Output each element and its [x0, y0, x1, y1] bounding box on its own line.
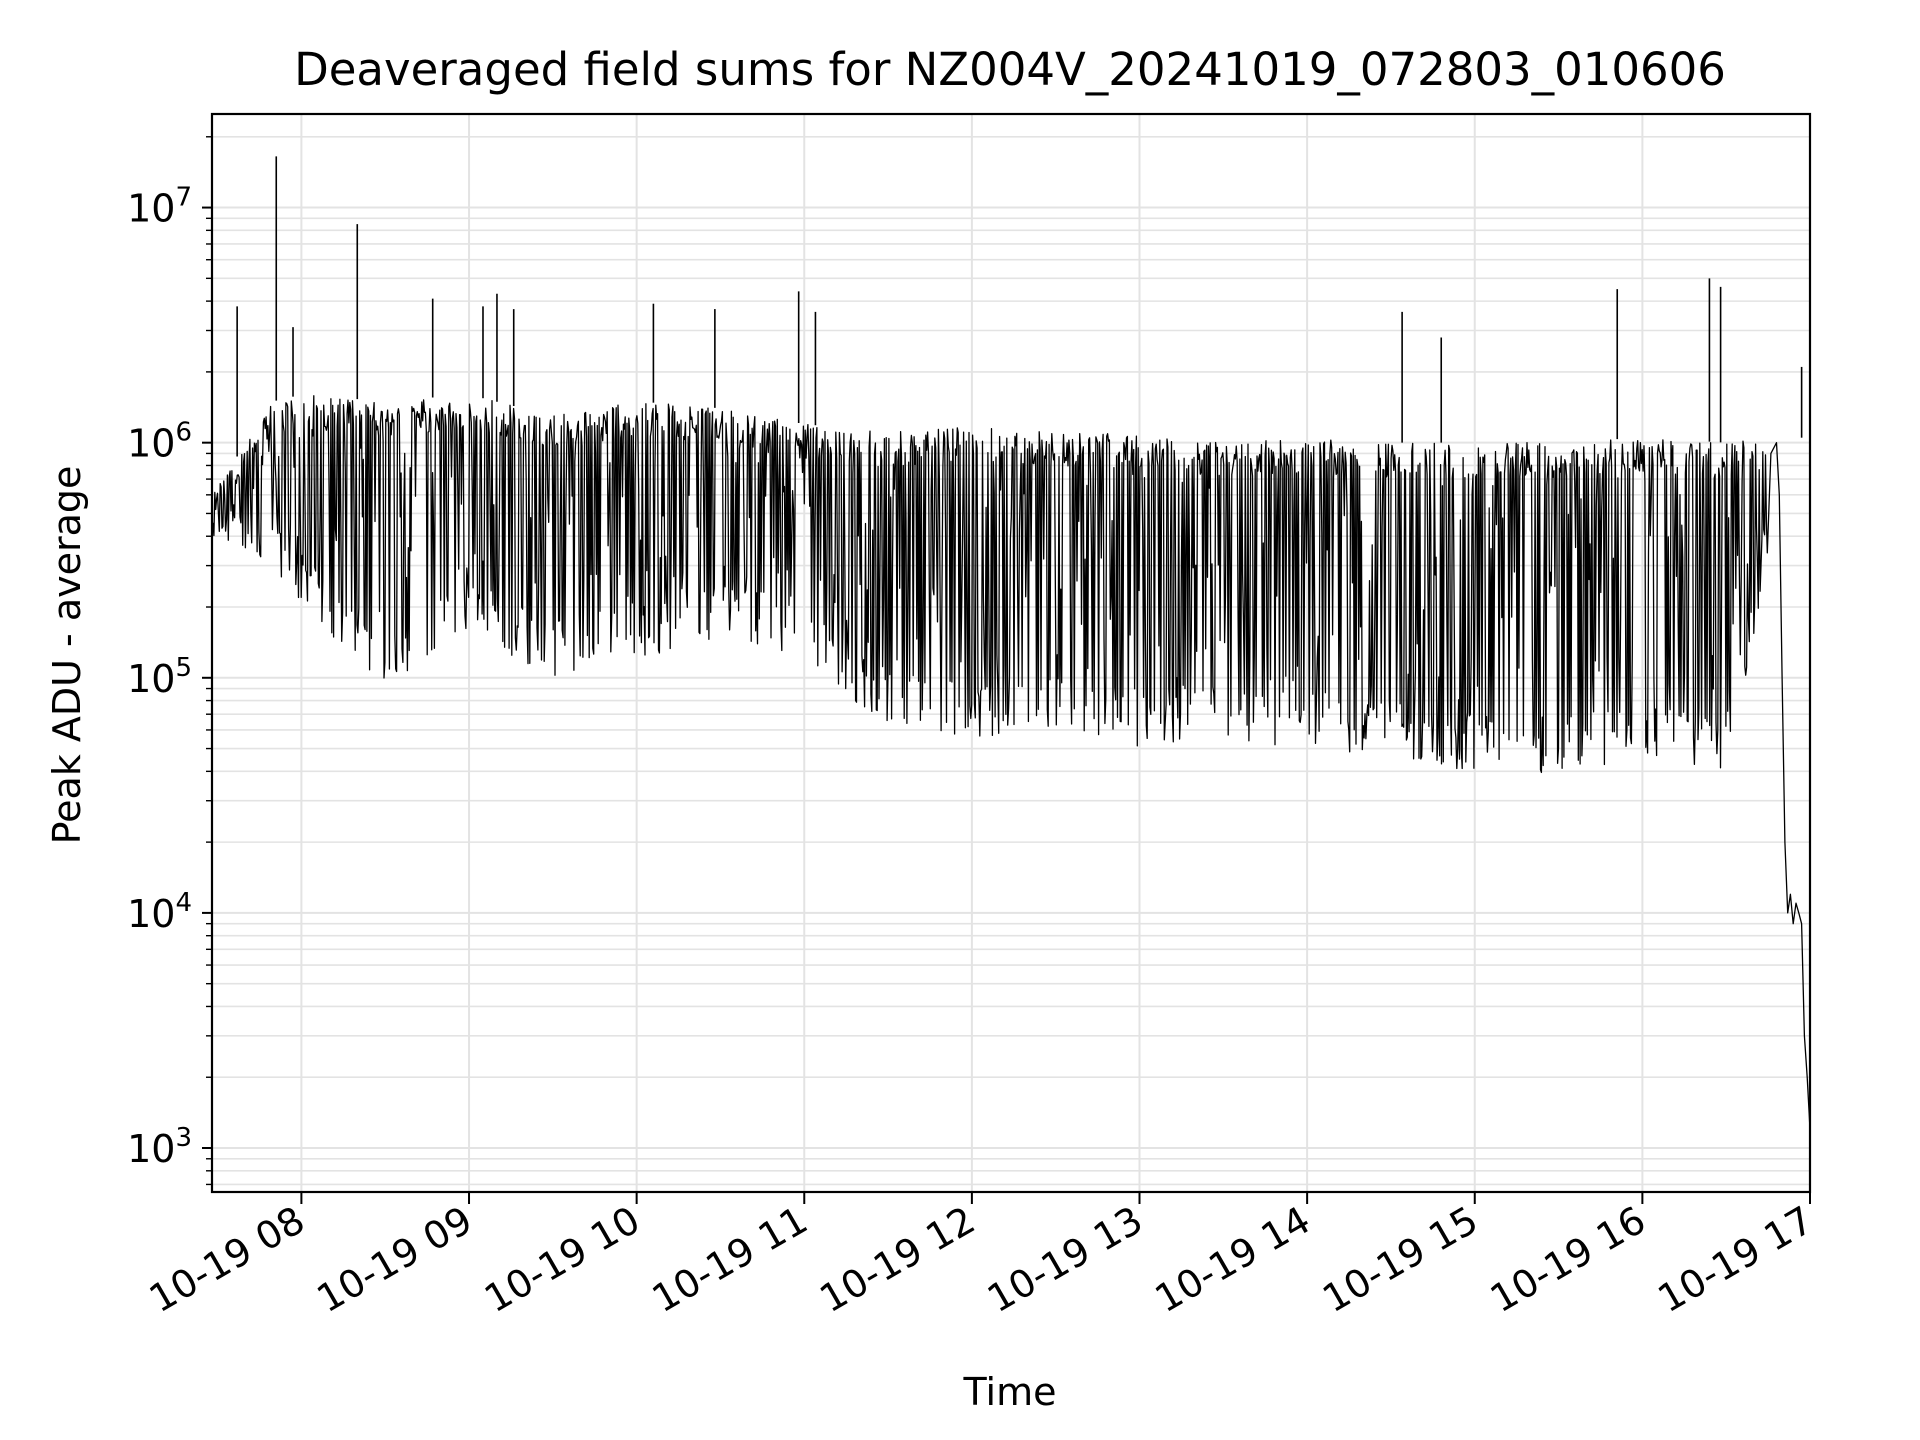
x-tick-label: 10-19 16 [1483, 1198, 1653, 1322]
y-tick-label: 104 [127, 888, 192, 936]
x-axis-label: Time [963, 1370, 1057, 1414]
plot-area [212, 156, 1811, 1130]
x-tick-label: 10-19 11 [645, 1198, 815, 1322]
x-tick-label: 10-19 09 [310, 1198, 480, 1322]
x-tick-label: 10-19 10 [477, 1198, 647, 1322]
y-tick-label: 105 [127, 653, 192, 701]
x-tick-label: 10-19 14 [1148, 1198, 1318, 1322]
axes-frame [210, 112, 1812, 1194]
y-axis-label: Peak ADU - average [45, 466, 89, 845]
y-axis: 103 104 105 106 107 [127, 136, 212, 1186]
series-line [212, 395, 1811, 1130]
y-tick-label: 107 [127, 183, 192, 231]
x-tick-label: 10-19 08 [142, 1198, 312, 1322]
x-tick-label: 10-19 17 [1651, 1198, 1821, 1322]
x-tick-label: 10-19 12 [812, 1198, 982, 1322]
chart-title: Deaveraged field sums for NZ004V_2024101… [294, 43, 1726, 96]
y-tick-label: 106 [127, 418, 192, 466]
x-tick-label: 10-19 13 [980, 1198, 1150, 1322]
y-tick-label: 103 [127, 1123, 192, 1171]
x-tick-label: 10-19 15 [1315, 1198, 1485, 1322]
